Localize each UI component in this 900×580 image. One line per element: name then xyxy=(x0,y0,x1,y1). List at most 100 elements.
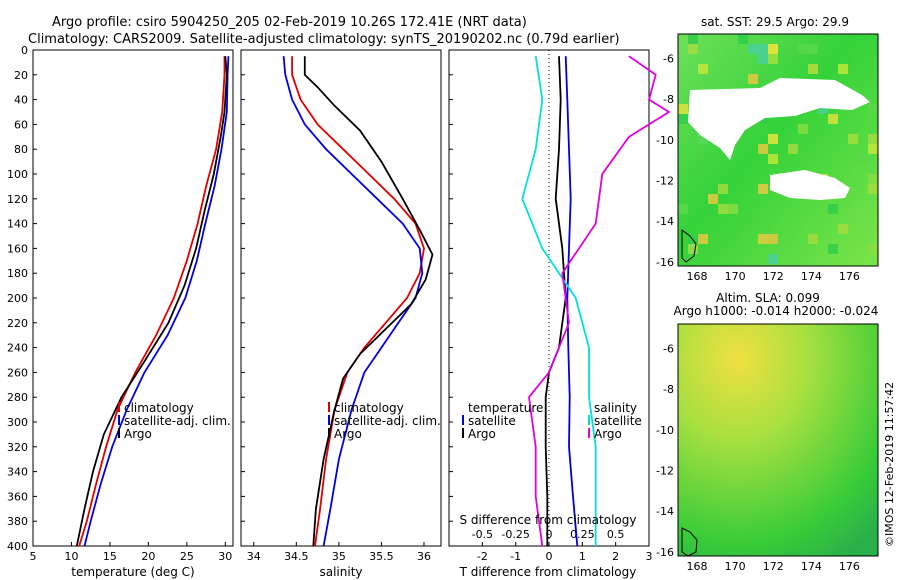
sst-pixel xyxy=(688,34,698,44)
s-diff-tick-label: -0.5 xyxy=(472,528,493,541)
depth-tick-label: 60 xyxy=(14,118,28,131)
title-line-2: Climatology: CARS2009. Satellite-adjuste… xyxy=(28,32,620,47)
sst-pixel xyxy=(768,234,778,244)
sst-pixel xyxy=(818,104,828,114)
depth-tick-label: 260 xyxy=(7,366,28,379)
sst-pixel xyxy=(868,134,878,144)
s-diff-tick-label: -0.25 xyxy=(501,528,529,541)
legend-salinity-head: salinity xyxy=(594,401,637,415)
map-y-tick-label: -12 xyxy=(656,175,674,188)
series-salinity-argo xyxy=(528,55,671,547)
sst-coast xyxy=(681,229,697,263)
map-x-tick-label: 170 xyxy=(725,270,746,283)
sst-pixel xyxy=(748,74,758,84)
depth-tick-label: 220 xyxy=(7,317,28,330)
x-tick-label: 35.5 xyxy=(369,550,394,563)
sst-pixel xyxy=(728,204,738,214)
sst-pixel xyxy=(678,204,688,214)
map-y-tick-label: -12 xyxy=(656,465,674,478)
sst-pixel xyxy=(688,234,698,244)
legend-salinity-satellite: satellite xyxy=(594,414,642,428)
x-tick-label: 25 xyxy=(180,550,194,563)
sst-pixel xyxy=(698,64,708,74)
footer-stamp: ©IMOS 12-Feb-2019 11:57:42 xyxy=(883,382,896,547)
sst-pixel xyxy=(868,244,878,254)
map-y-tick-label: -16 xyxy=(656,256,674,269)
temperature-panel xyxy=(32,49,234,547)
map-y-tick-label: -8 xyxy=(663,383,674,396)
map-y-tick-label: -16 xyxy=(656,546,674,559)
sst-pixel xyxy=(758,44,768,54)
depth-tick-label: 400 xyxy=(7,540,28,553)
map-x-tick-label: 168 xyxy=(687,560,708,573)
sst-pixel xyxy=(798,124,808,134)
sst-pixel xyxy=(808,44,818,54)
sst-pixel xyxy=(698,234,708,244)
depth-tick-label: 240 xyxy=(7,342,28,355)
sst-pixel xyxy=(678,104,688,114)
sst-pixel xyxy=(708,194,718,204)
sst-pixel xyxy=(688,44,698,54)
depth-tick-label: 20 xyxy=(14,69,28,82)
depth-tick-label: 100 xyxy=(7,168,28,181)
x-tick-label: 20 xyxy=(141,550,155,563)
legend-satellite: satellite-adj. clim. xyxy=(334,414,441,428)
series-temperature-satellite xyxy=(564,56,579,547)
sst-pixel xyxy=(748,44,758,54)
sst-pixel xyxy=(688,244,698,254)
sst-pixel xyxy=(828,114,838,124)
temperature-xlabel: temperature (deg C) xyxy=(71,565,194,579)
x-tick-label: 15 xyxy=(103,550,117,563)
sst-pixel xyxy=(758,54,768,64)
title-line-1: Argo profile: csiro 5904250_205 02-Feb-2… xyxy=(52,15,527,30)
series-temperature-argo xyxy=(544,56,567,546)
s-diff-tick-label: 0.5 xyxy=(607,528,625,541)
sst-pixel xyxy=(868,184,878,194)
map-x-tick-label: 168 xyxy=(687,270,708,283)
sst-pixel xyxy=(758,234,768,244)
x-tick-label: 34 xyxy=(247,550,261,563)
sst-gap xyxy=(770,170,850,200)
sst-pixel xyxy=(768,54,778,64)
series-satellite-adj-clim- xyxy=(282,56,424,547)
map-y-tick-label: -8 xyxy=(663,93,674,106)
depth-tick-label: 280 xyxy=(7,391,28,404)
sst-pixel xyxy=(768,254,778,264)
legend-climatology: climatology xyxy=(334,401,404,415)
series-satellite-adj-clim- xyxy=(83,56,230,547)
depth-tick-label: 340 xyxy=(7,466,28,479)
s-diff-tick-label: 0.25 xyxy=(570,528,595,541)
sst-pixel xyxy=(848,134,858,144)
sst-pixel xyxy=(758,144,768,154)
depth-tick-label: 180 xyxy=(7,267,28,280)
map-x-tick-label: 170 xyxy=(725,560,746,573)
x-tick-label: 5 xyxy=(30,550,37,563)
sst-pixel xyxy=(718,204,728,214)
depth-tick-label: 140 xyxy=(7,218,28,231)
depth-tick-label: 320 xyxy=(7,441,28,454)
map-x-tick-label: 176 xyxy=(839,270,860,283)
salinity-legend: climatology satellite-adj. clim. Argo xyxy=(328,401,441,441)
map-x-tick-label: 172 xyxy=(763,560,784,573)
x-tick-label: 34.5 xyxy=(284,550,309,563)
sst-pixel xyxy=(788,144,798,154)
sst-pixel xyxy=(808,64,818,74)
x-tick-label: 10 xyxy=(64,550,78,563)
x-tick-label: 3 xyxy=(646,550,653,563)
sst-pixel xyxy=(858,154,868,164)
map-x-tick-label: 176 xyxy=(839,560,860,573)
legend-argo: Argo xyxy=(334,427,362,441)
series-climatology xyxy=(78,56,226,547)
x-tick-label: 30 xyxy=(218,550,232,563)
series-argo xyxy=(303,56,434,547)
sst-land-mask xyxy=(688,78,870,160)
legend-temperature-head: temperature xyxy=(468,401,543,415)
map-y-tick-label: -6 xyxy=(663,342,674,355)
depth-tick-label: 360 xyxy=(7,490,28,503)
sst-pixel xyxy=(768,44,778,54)
depth-tick-label: 160 xyxy=(7,242,28,255)
difference-xlabel: T difference from climatology xyxy=(459,565,637,579)
legend-climatology: climatology xyxy=(124,401,194,415)
sla-coast xyxy=(681,527,698,557)
